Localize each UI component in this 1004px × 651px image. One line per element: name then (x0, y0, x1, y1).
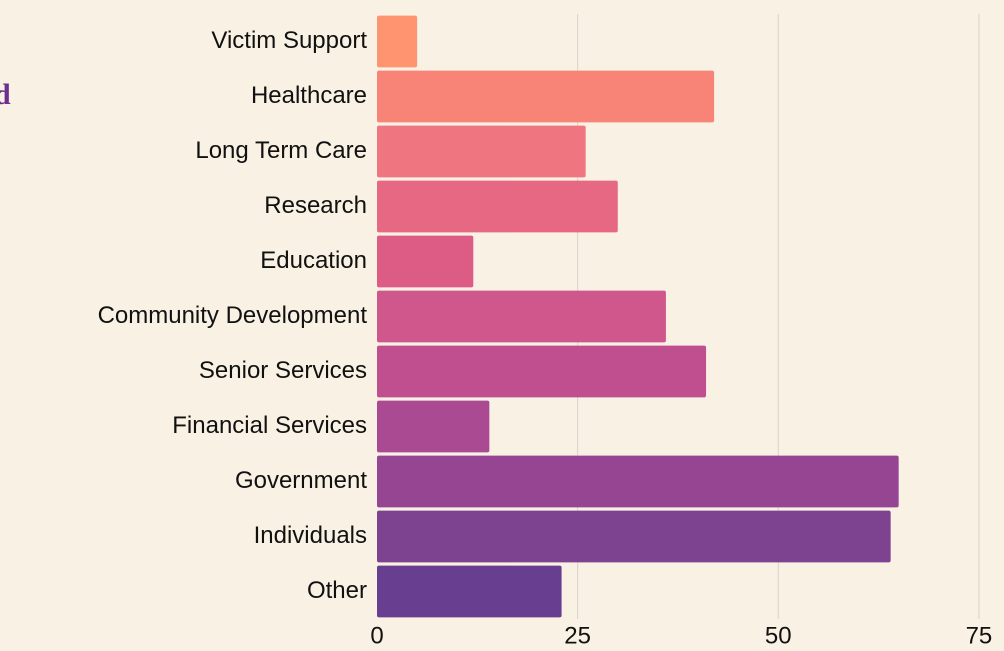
y-tick-label: Individuals (254, 522, 367, 549)
bar (377, 346, 706, 398)
x-tick-label: 50 (765, 622, 792, 649)
bar (377, 566, 562, 618)
y-tick-label: Community Development (98, 302, 368, 329)
y-tick-label: Victim Support (211, 27, 367, 54)
y-tick-label: Research (264, 192, 367, 219)
bar (377, 291, 666, 343)
bar (377, 456, 899, 508)
y-tick-label: Long Term Care (195, 137, 367, 164)
y-tick-label: Healthcare (251, 82, 367, 109)
chart: d 0 25 50 75 Victim Support Healthcare Long Te… (0, 0, 1004, 651)
y-tick-label: Government (235, 467, 367, 494)
bar (377, 181, 618, 233)
x-tick-label: 25 (564, 622, 591, 649)
bar (377, 126, 586, 178)
bar (377, 71, 714, 123)
chart-title: d (0, 78, 11, 111)
bar (377, 236, 473, 288)
y-tick-label: Senior Services (199, 357, 367, 384)
bar (377, 511, 891, 563)
y-tick-label: Other (307, 577, 367, 604)
bar (377, 16, 417, 68)
y-tick-label: Financial Services (172, 412, 367, 439)
x-tick-label: 75 (966, 622, 993, 649)
page: d 0 25 50 75 Victim Support Healthcare Long Te… (0, 0, 1004, 651)
bar (377, 401, 489, 453)
y-tick-label: Education (260, 247, 367, 274)
x-tick-label: 0 (370, 622, 383, 649)
